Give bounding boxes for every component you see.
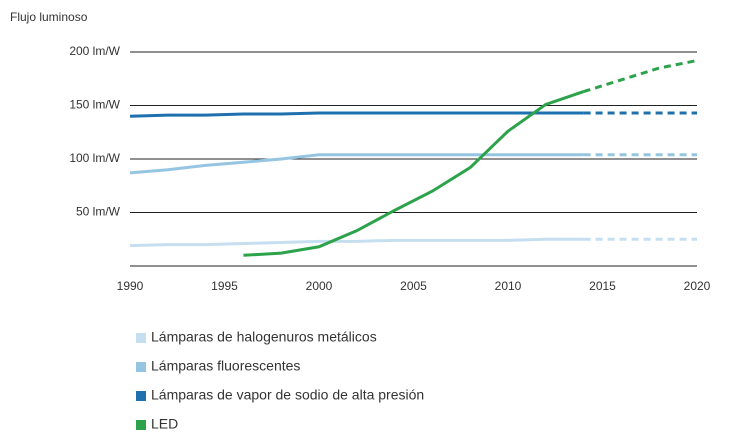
series-line — [129, 111, 584, 118]
x-tick-label: 1995 — [211, 279, 238, 293]
series-line — [129, 237, 584, 248]
x-tick-label: 2010 — [495, 279, 522, 293]
y-tick-label: 200 lm/W — [69, 44, 120, 58]
y-tick-label: 50 lm/W — [76, 205, 121, 219]
legend-label: Lámparas fluorescentes — [151, 358, 300, 374]
x-tick-label: 2000 — [306, 279, 333, 293]
legend-swatch — [136, 420, 146, 430]
legend-label: LED — [151, 416, 178, 432]
legend-label: Lámparas de vapor de sodio de alta presi… — [151, 387, 424, 403]
x-tick-label: 2020 — [684, 279, 711, 293]
y-axis-title: Flujo luminoso — [10, 10, 88, 24]
y-tick-label: 100 lm/W — [69, 151, 120, 165]
series-line — [243, 90, 585, 257]
legend-swatch — [136, 333, 146, 343]
legend-swatch — [136, 362, 146, 372]
x-tick-label: 2015 — [589, 279, 616, 293]
legend-label: Lámparas de halogenuros metálicos — [151, 329, 377, 345]
series-line — [129, 153, 584, 175]
x-tick-label: 2005 — [400, 279, 427, 293]
legend-swatch — [136, 391, 146, 401]
x-tick-label: 1990 — [117, 279, 144, 293]
y-tick-label: 150 lm/W — [69, 98, 120, 112]
projection-line — [583, 59, 698, 94]
